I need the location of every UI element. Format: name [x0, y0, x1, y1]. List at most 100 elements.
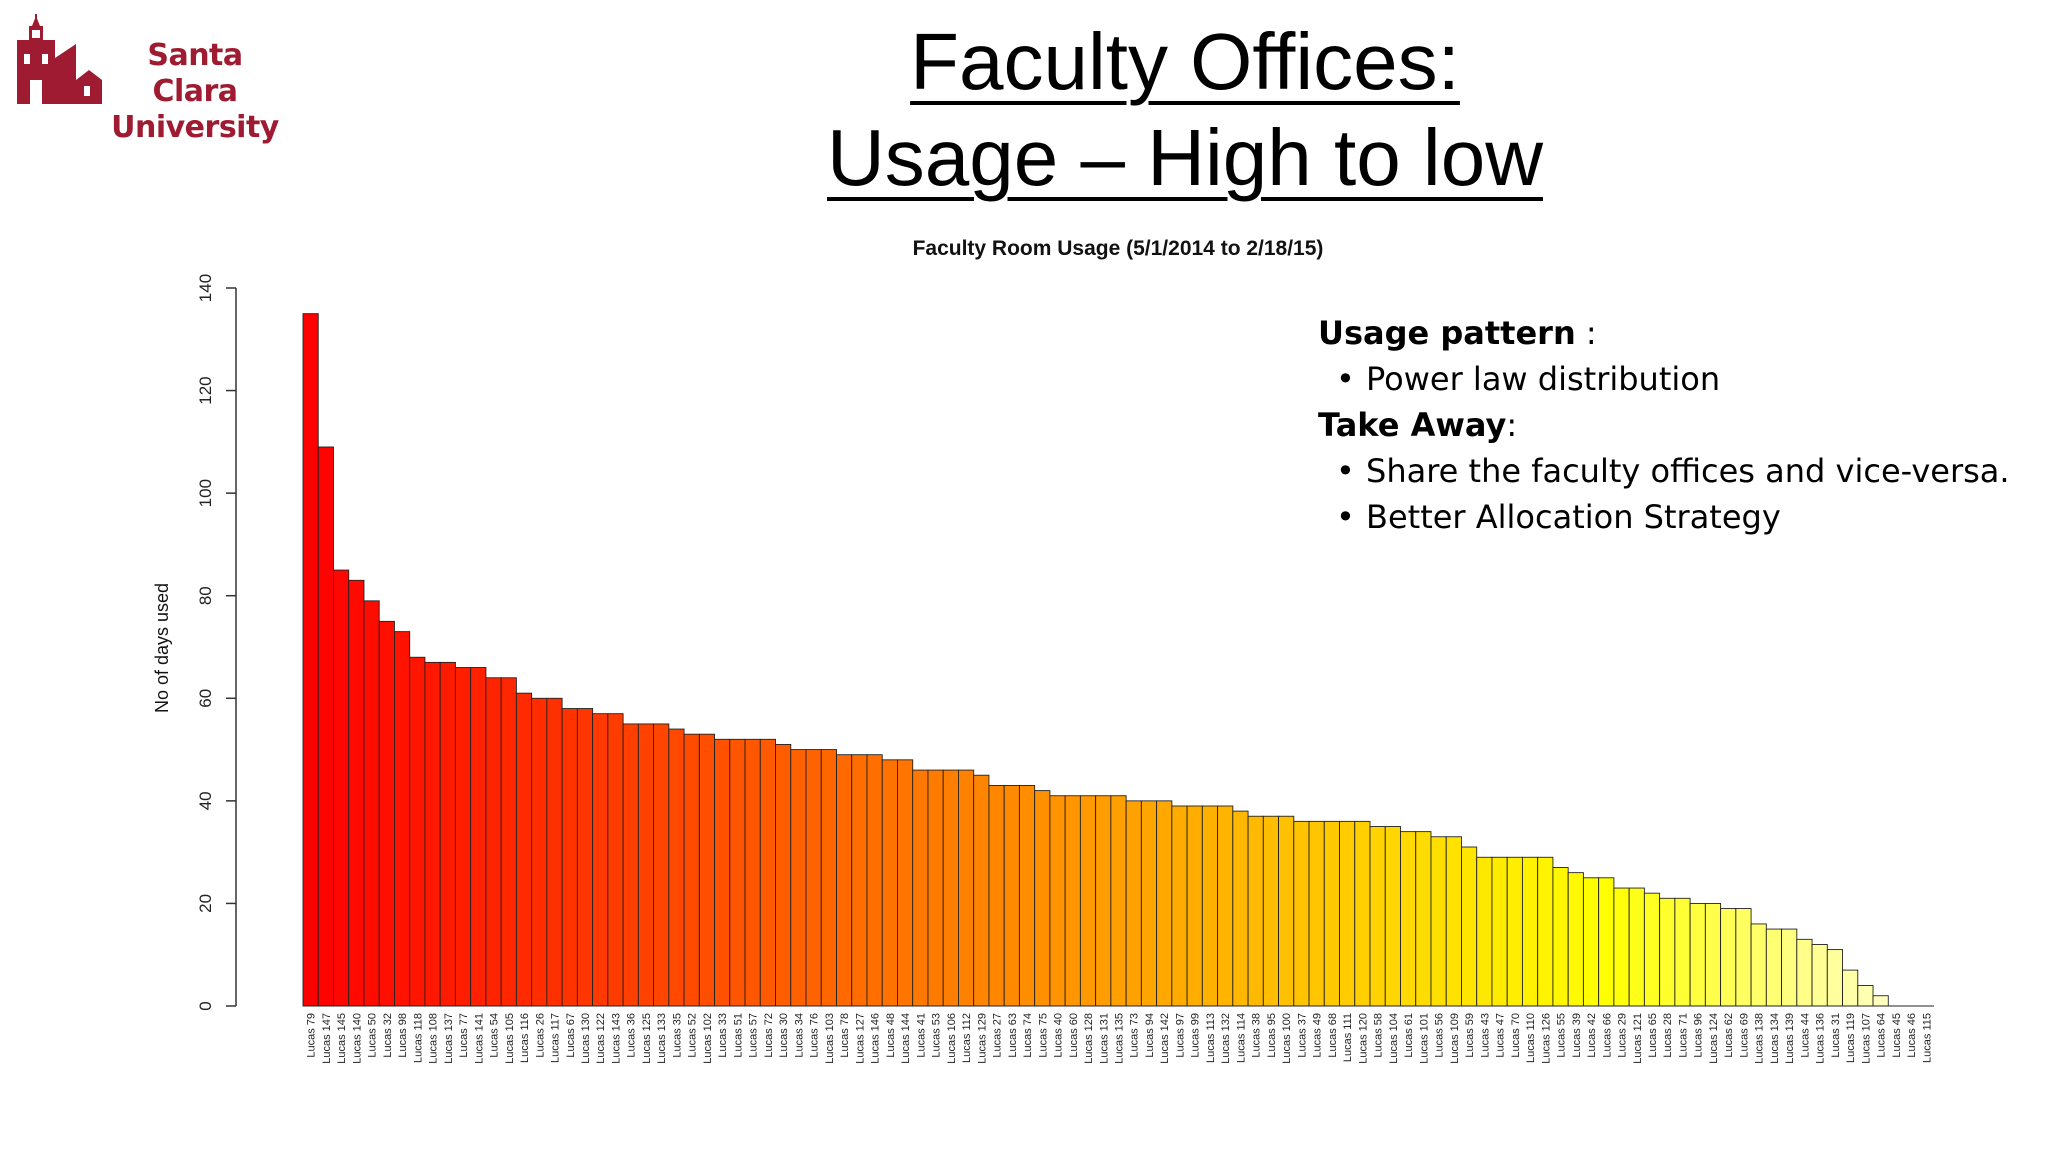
- bar: [1018, 785, 1036, 1007]
- bar: [1567, 872, 1584, 1007]
- x-tick-label: Lucas 125: [641, 1013, 653, 1064]
- x-tick-label: Lucas 39: [1571, 1013, 1583, 1058]
- x-tick-label: Lucas 48: [885, 1013, 897, 1058]
- bar: [394, 631, 411, 1007]
- bar: [1171, 805, 1188, 1007]
- x-tick-label: Lucas 127: [854, 1013, 866, 1064]
- usage-pattern-heading: Usage pattern: [1318, 314, 1576, 352]
- x-tick-label: Lucas 54: [489, 1013, 501, 1058]
- bar: [1598, 877, 1615, 1007]
- y-tick-label: 20: [196, 894, 215, 913]
- bar: [1247, 815, 1264, 1007]
- x-tick-label: Lucas 97: [1174, 1013, 1186, 1058]
- x-tick-label: Lucas 96: [1693, 1013, 1705, 1058]
- x-tick-label: Lucas 140: [351, 1013, 363, 1064]
- bar: [942, 769, 959, 1007]
- bar: [546, 697, 563, 1007]
- x-tick-label: Lucas 66: [1601, 1013, 1613, 1058]
- x-tick-label: Lucas 121: [1632, 1013, 1644, 1064]
- x-tick-label: Lucas 118: [412, 1013, 424, 1063]
- bar: [790, 749, 807, 1007]
- bar: [1323, 820, 1340, 1007]
- bar: [531, 697, 548, 1007]
- bar: [973, 774, 990, 1007]
- bar: [683, 733, 700, 1007]
- bar: [1201, 805, 1219, 1007]
- x-tick-label: Lucas 35: [671, 1013, 683, 1058]
- x-tick-label: Lucas 129: [976, 1013, 988, 1064]
- bar: [1415, 831, 1432, 1007]
- bar: [1125, 800, 1142, 1007]
- x-tick-label: Lucas 79: [306, 1013, 318, 1058]
- bar: [897, 759, 914, 1007]
- bar: [1232, 810, 1249, 1007]
- slide-title: Faculty Offices: Usage – High to low: [760, 14, 1610, 206]
- x-tick-label: Lucas 120: [1357, 1013, 1369, 1064]
- x-tick-label: Lucas 100: [1281, 1013, 1293, 1064]
- bar: [1689, 902, 1706, 1007]
- x-tick-label: Lucas 59: [1464, 1013, 1476, 1058]
- x-tick-label: Lucas 29: [1617, 1013, 1629, 1058]
- x-tick-label: Lucas 41: [915, 1013, 927, 1058]
- x-tick-label: Lucas 42: [1586, 1013, 1598, 1058]
- x-tick-label: Lucas 50: [367, 1013, 379, 1058]
- bar: [1140, 800, 1158, 1007]
- x-tick-label: Lucas 36: [626, 1013, 638, 1058]
- bar: [1430, 836, 1447, 1007]
- y-tick-label: 100: [196, 479, 215, 507]
- x-tick-label: Lucas 138: [1754, 1013, 1766, 1064]
- x-tick-label: Lucas 146: [870, 1013, 882, 1064]
- x-tick-label: Lucas 143: [610, 1013, 622, 1064]
- x-tick-label: Lucas 49: [1312, 1013, 1324, 1058]
- x-tick-label: Lucas 63: [1007, 1013, 1019, 1058]
- x-tick-label: Lucas 28: [1662, 1013, 1674, 1058]
- x-tick-label: Lucas 67: [565, 1013, 577, 1058]
- bar: [1339, 820, 1356, 1007]
- bar: [729, 738, 746, 1007]
- bar: [881, 759, 898, 1007]
- x-tick-label: Lucas 34: [793, 1013, 805, 1058]
- bar: [1506, 856, 1523, 1007]
- bar: [515, 692, 533, 1007]
- x-tick-label: Lucas 31: [1830, 1013, 1842, 1058]
- x-tick-label: Lucas 144: [900, 1013, 912, 1064]
- x-tick-label: Lucas 139: [1784, 1013, 1796, 1064]
- x-tick-label: Lucas 128: [1083, 1013, 1095, 1064]
- university-name: Santa Clara University: [106, 38, 284, 146]
- bar: [317, 446, 334, 1007]
- bar: [820, 749, 837, 1007]
- x-tick-label: Lucas 45: [1891, 1013, 1903, 1058]
- bar: [805, 749, 822, 1007]
- bar: [1643, 892, 1661, 1007]
- bar: [576, 708, 594, 1007]
- x-tick-label: Lucas 38: [1251, 1013, 1263, 1058]
- x-axis-labels: Lucas 79 Lucas 147 Lucas 145 Lucas 140 Lucas…: [306, 1013, 1934, 1064]
- x-tick-label: Lucas 99: [1190, 1013, 1202, 1058]
- bar: [927, 769, 944, 1007]
- bar: [1842, 969, 1859, 1007]
- slide-title-line-1: Faculty Offices:: [910, 17, 1460, 106]
- x-tick-label: Lucas 130: [580, 1013, 592, 1064]
- x-tick-label: Lucas 134: [1769, 1013, 1781, 1064]
- x-tick-label: Lucas 113: [1205, 1013, 1217, 1063]
- x-tick-label: Lucas 73: [1129, 1013, 1141, 1058]
- university-logo: Santa Clara University: [14, 14, 284, 145]
- bar: [622, 723, 639, 1007]
- bar: [836, 754, 853, 1007]
- bar: [912, 769, 929, 1007]
- y-axis-ticks: 0 20 40 60 80 100 120 140: [196, 274, 236, 1011]
- x-tick-label: Lucas 69: [1738, 1013, 1750, 1058]
- x-tick-label: Lucas 108: [428, 1013, 440, 1064]
- bar: [1765, 928, 1783, 1007]
- bar: [1491, 856, 1508, 1007]
- bar: [1872, 995, 1889, 1007]
- bar: [1659, 897, 1676, 1007]
- x-tick-label: Lucas 44: [1799, 1013, 1811, 1058]
- y-tick-label: 80: [196, 586, 215, 605]
- x-tick-label: Lucas 119: [1845, 1013, 1857, 1063]
- x-tick-label: Lucas 102: [702, 1013, 714, 1064]
- bar: [1781, 928, 1798, 1007]
- x-tick-label: Lucas 70: [1510, 1013, 1522, 1058]
- bar: [988, 785, 1005, 1007]
